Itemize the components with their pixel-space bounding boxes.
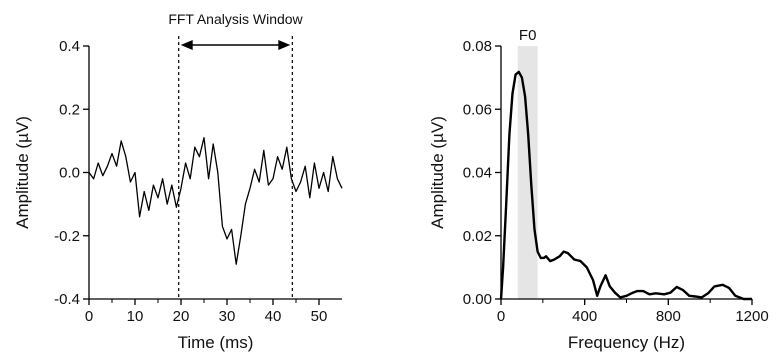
f0-band bbox=[517, 46, 538, 299]
y-tick-label: 0.00 bbox=[463, 291, 492, 308]
x-tick-label: 0 bbox=[85, 308, 93, 325]
y-tick-label: -0.4 bbox=[54, 291, 80, 308]
y-tick-label: 0.06 bbox=[463, 101, 492, 118]
y-tick-label: 0.04 bbox=[463, 165, 492, 182]
x-axis-label: Time (ms) bbox=[178, 333, 254, 352]
y-tick-label: 0.02 bbox=[463, 228, 492, 245]
x-tick-label: 30 bbox=[219, 308, 236, 325]
window-arrow-right-head bbox=[278, 40, 291, 50]
x-tick-label: 400 bbox=[572, 308, 597, 325]
y-tick-label: 0.2 bbox=[59, 101, 80, 118]
x-tick-label: 10 bbox=[127, 308, 144, 325]
y-tick-label: 0.0 bbox=[59, 165, 80, 182]
y-tick-label: 0.08 bbox=[463, 38, 492, 55]
time-domain-chart: -0.4 -0.2 0.0 0.2 0.4 0 10 20 30 40 50 Time (ms) Amp… bbox=[13, 11, 343, 352]
x-tick-label: 40 bbox=[265, 308, 282, 325]
series-line bbox=[499, 70, 752, 301]
window-annotation-label: FFT Analysis Window bbox=[168, 11, 303, 27]
y-tick-label: -0.2 bbox=[54, 228, 80, 245]
y-axis-label: Amplitude (µV) bbox=[428, 116, 447, 229]
x-axis-label: Frequency (Hz) bbox=[568, 333, 685, 352]
y-tick-label: 0.4 bbox=[59, 38, 80, 55]
x-tick-label: 0 bbox=[497, 308, 505, 325]
window-arrow-left-head bbox=[180, 40, 193, 50]
frequency-domain-chart: F0 0.00 0.02 0.04 0.06 0.08 0 400 800 1200 Frequen… bbox=[428, 27, 769, 352]
x-tick-label: 20 bbox=[173, 308, 190, 325]
x-tick-label: 800 bbox=[656, 308, 681, 325]
x-tick-label: 50 bbox=[311, 308, 328, 325]
x-tick-label: 1200 bbox=[735, 308, 768, 325]
y-axis-label: Amplitude (µV) bbox=[13, 116, 32, 229]
series-line bbox=[88, 137, 343, 265]
f0-label: F0 bbox=[519, 27, 537, 44]
